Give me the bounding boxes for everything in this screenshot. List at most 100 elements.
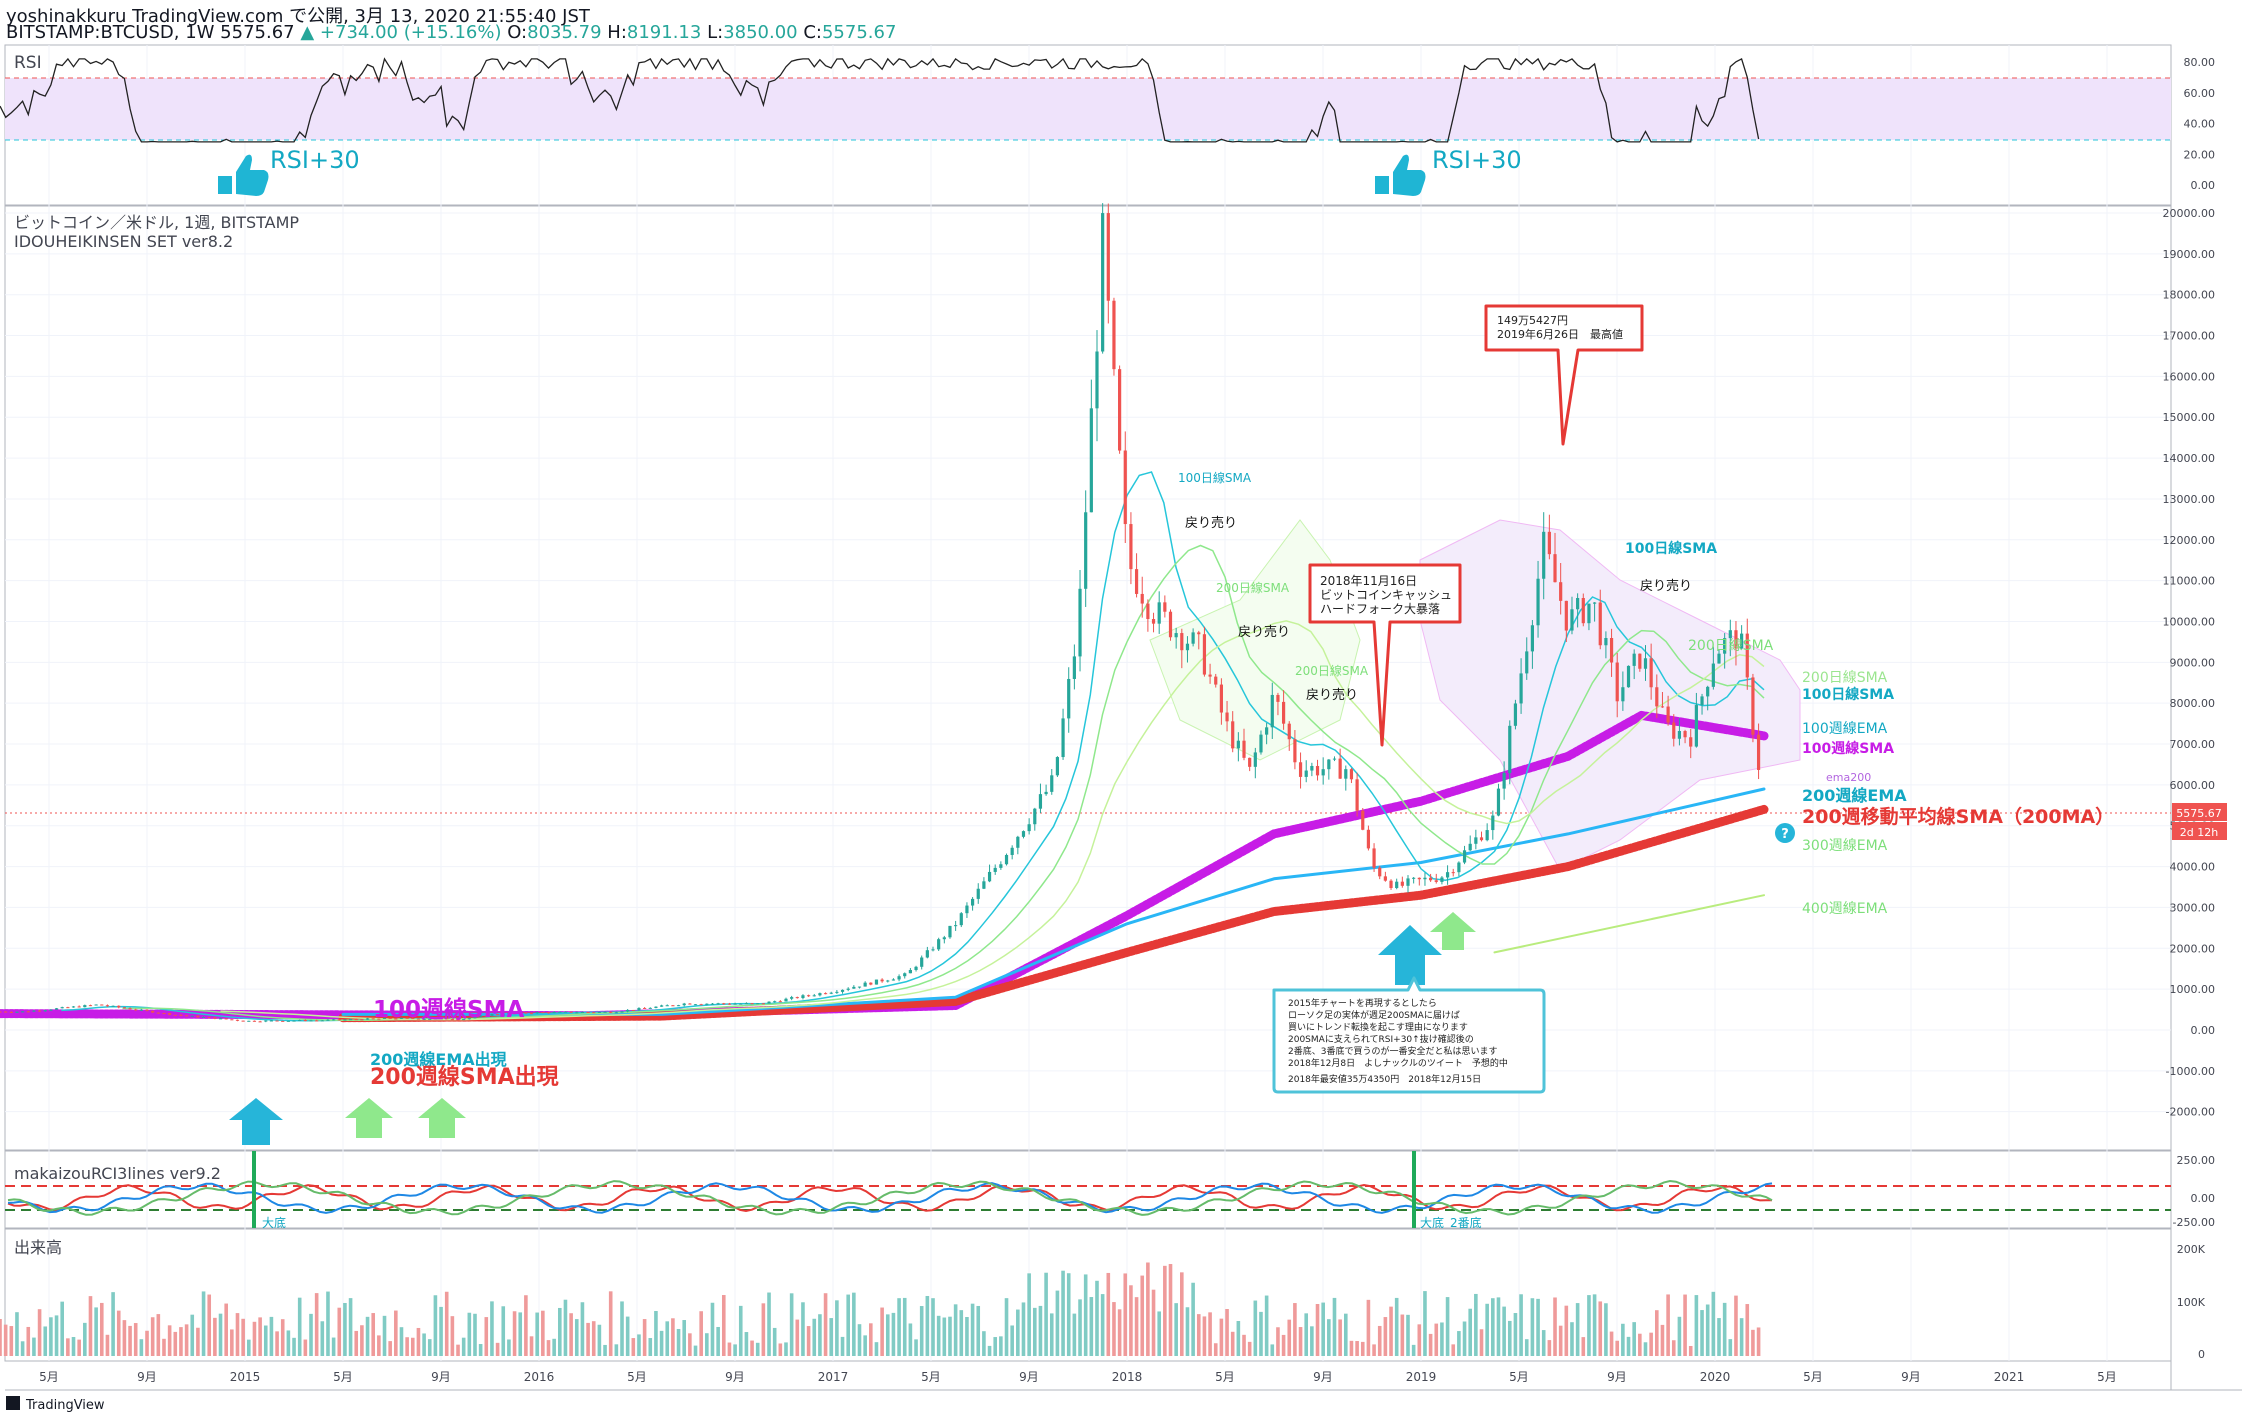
candle-body xyxy=(823,993,828,995)
candle-body xyxy=(563,1011,568,1013)
candle-body xyxy=(597,1011,601,1013)
label-r-100d-sma: 100日線SMA xyxy=(1802,686,1894,703)
volume-bar xyxy=(1722,1302,1727,1356)
volume-bar xyxy=(1078,1299,1082,1356)
price-tick-label: 20000.00 xyxy=(2163,207,2216,220)
volume-bar xyxy=(484,1317,489,1356)
volume-bar xyxy=(574,1319,579,1356)
candle-body xyxy=(1525,651,1529,674)
volume-bar xyxy=(987,1345,992,1356)
candle-body xyxy=(467,1018,471,1020)
candle-body xyxy=(49,1009,53,1011)
candle-body xyxy=(1406,878,1410,886)
candle-body xyxy=(450,1019,454,1021)
volume-bar xyxy=(586,1322,590,1356)
ohlc-h-label: H: xyxy=(607,22,627,43)
candle-body xyxy=(1547,531,1551,555)
candle-body xyxy=(1666,706,1670,723)
label-200d-sma-3: 200日線SMA xyxy=(1688,638,1774,654)
candle-body xyxy=(1293,739,1297,763)
time-tick-label: 2017 xyxy=(818,1370,849,1384)
label-bottom-2: 大底 xyxy=(1420,1215,1444,1230)
time-tick-label: 2018 xyxy=(1112,1370,1143,1384)
candle-body xyxy=(1248,757,1252,767)
volume-bar xyxy=(541,1310,545,1356)
volume-bar xyxy=(953,1304,958,1356)
time-tick-label: 5月 xyxy=(627,1370,647,1384)
price-tick-label: 14000.00 xyxy=(2163,452,2216,465)
candle-body xyxy=(795,997,799,999)
volume-bar xyxy=(1756,1327,1761,1356)
candle-body xyxy=(399,1017,404,1019)
candle-body xyxy=(1423,877,1427,880)
volume-bar xyxy=(654,1311,658,1356)
candle-body xyxy=(1067,678,1071,719)
price-tick-label: 7000.00 xyxy=(2170,738,2216,751)
volume-bar xyxy=(252,1321,257,1356)
label-100w-sma: 100週線SMA xyxy=(373,996,524,1023)
label-100d-sma-1: 100日線SMA xyxy=(1178,470,1252,485)
ohlc-o-label: O: xyxy=(507,22,528,43)
candle-body xyxy=(0,1011,2,1013)
volume-bar xyxy=(1445,1297,1450,1356)
volume-bar xyxy=(914,1339,918,1356)
volume-bar xyxy=(1066,1273,1071,1356)
volume-bar xyxy=(201,1291,206,1356)
candle-body xyxy=(1395,881,1399,889)
candle-body xyxy=(1027,824,1031,832)
candle-body xyxy=(1061,718,1065,758)
candle-body xyxy=(688,1003,692,1005)
volume-bar xyxy=(394,1310,398,1356)
candle-body xyxy=(693,1004,698,1006)
candle-body xyxy=(1276,694,1280,702)
volume-bar xyxy=(213,1317,217,1356)
volume-bar xyxy=(1349,1340,1354,1356)
tradingview-logo xyxy=(6,1396,20,1410)
candle-body xyxy=(609,1011,613,1013)
candle-body xyxy=(1587,603,1591,624)
volume-bar xyxy=(1468,1308,1472,1356)
volume-bar xyxy=(1163,1265,1167,1356)
price-tick-label: 11000.00 xyxy=(2163,575,2216,588)
candle-body xyxy=(1756,734,1761,770)
rsi-tick-label: 0.00 xyxy=(2191,179,2216,192)
price-tick-label: 13000.00 xyxy=(2163,493,2216,506)
candle-body xyxy=(1163,602,1167,612)
candle-body xyxy=(422,1018,426,1020)
candle-body xyxy=(1112,300,1116,370)
candle-body xyxy=(71,1006,76,1008)
help-icon[interactable] xyxy=(1775,823,1795,843)
candle-body xyxy=(1429,877,1433,881)
candle-body xyxy=(1021,831,1026,837)
volume-bar xyxy=(835,1300,839,1356)
candle-body xyxy=(4,1011,8,1013)
candle-body xyxy=(445,1018,449,1020)
candle-body xyxy=(1638,653,1642,669)
volume-bar xyxy=(982,1331,986,1356)
volume-bar xyxy=(535,1312,539,1356)
candle-body xyxy=(1304,770,1308,777)
candle-body xyxy=(535,1012,539,1014)
callout-ath: 149万5427円 2019年6月26日 最高値 xyxy=(1484,304,1644,446)
candle-body xyxy=(580,1011,585,1013)
volume-bar xyxy=(1457,1331,1461,1356)
rsi-title: RSI xyxy=(14,53,42,73)
candle-body xyxy=(1372,848,1376,868)
candle-body xyxy=(1010,847,1014,855)
candle-body xyxy=(1038,794,1043,809)
volume-bar xyxy=(823,1293,828,1356)
candle-body xyxy=(1598,602,1602,646)
candle-body xyxy=(377,1018,381,1020)
callout-bch-line2: ビットコインキャッシュ xyxy=(1320,588,1452,602)
time-badge xyxy=(2172,822,2227,840)
candle-body xyxy=(1728,630,1732,639)
candle-body xyxy=(897,976,901,980)
volume-bar xyxy=(1677,1316,1682,1356)
volume-bar xyxy=(1541,1330,1546,1356)
volume-bar xyxy=(1570,1322,1574,1356)
candle-body xyxy=(1259,734,1263,753)
up-arrow-icon xyxy=(345,1098,393,1138)
volume-bar xyxy=(173,1331,178,1356)
volume-bar xyxy=(26,1326,31,1356)
